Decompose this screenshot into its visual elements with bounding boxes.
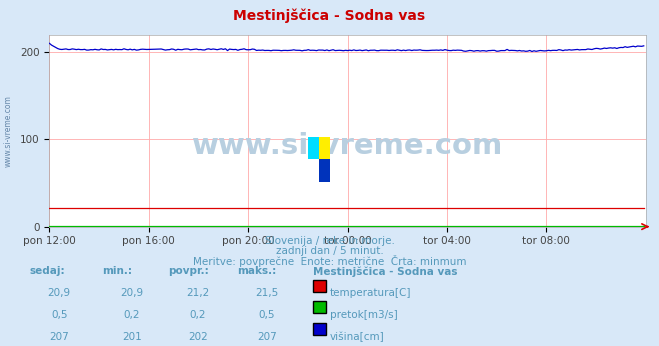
Text: 202: 202	[188, 332, 208, 342]
Text: 0,2: 0,2	[123, 310, 140, 320]
Text: 201: 201	[122, 332, 142, 342]
Text: 0,5: 0,5	[258, 310, 275, 320]
Text: 0,2: 0,2	[189, 310, 206, 320]
Text: 20,9: 20,9	[120, 288, 144, 298]
Text: 20,9: 20,9	[47, 288, 71, 298]
Text: temperatura[C]: temperatura[C]	[330, 288, 412, 298]
Text: 207: 207	[257, 332, 277, 342]
Text: povpr.:: povpr.:	[168, 266, 209, 276]
Text: zadnji dan / 5 minut.: zadnji dan / 5 minut.	[275, 246, 384, 256]
Text: www.si-vreme.com: www.si-vreme.com	[3, 95, 13, 167]
Text: Meritve: povprečne  Enote: metrične  Črta: minmum: Meritve: povprečne Enote: metrične Črta:…	[192, 255, 467, 267]
Text: 21,5: 21,5	[255, 288, 279, 298]
Bar	[319, 137, 330, 159]
Text: Slovenija / reke in morje.: Slovenija / reke in morje.	[264, 236, 395, 246]
Text: pretok[m3/s]: pretok[m3/s]	[330, 310, 398, 320]
Text: 207: 207	[49, 332, 69, 342]
Text: 21,2: 21,2	[186, 288, 210, 298]
Text: 0,5: 0,5	[51, 310, 68, 320]
Text: Mestinjščica - Sodna vas: Mestinjščica - Sodna vas	[233, 9, 426, 23]
Text: maks.:: maks.:	[237, 266, 277, 276]
Bar	[319, 159, 330, 182]
Bar	[308, 137, 319, 159]
Text: višina[cm]: višina[cm]	[330, 332, 385, 342]
Text: Mestinjščica - Sodna vas: Mestinjščica - Sodna vas	[313, 266, 457, 277]
Text: www.si-vreme.com: www.si-vreme.com	[192, 132, 503, 160]
Text: sedaj:: sedaj:	[30, 266, 65, 276]
Text: min.:: min.:	[102, 266, 132, 276]
